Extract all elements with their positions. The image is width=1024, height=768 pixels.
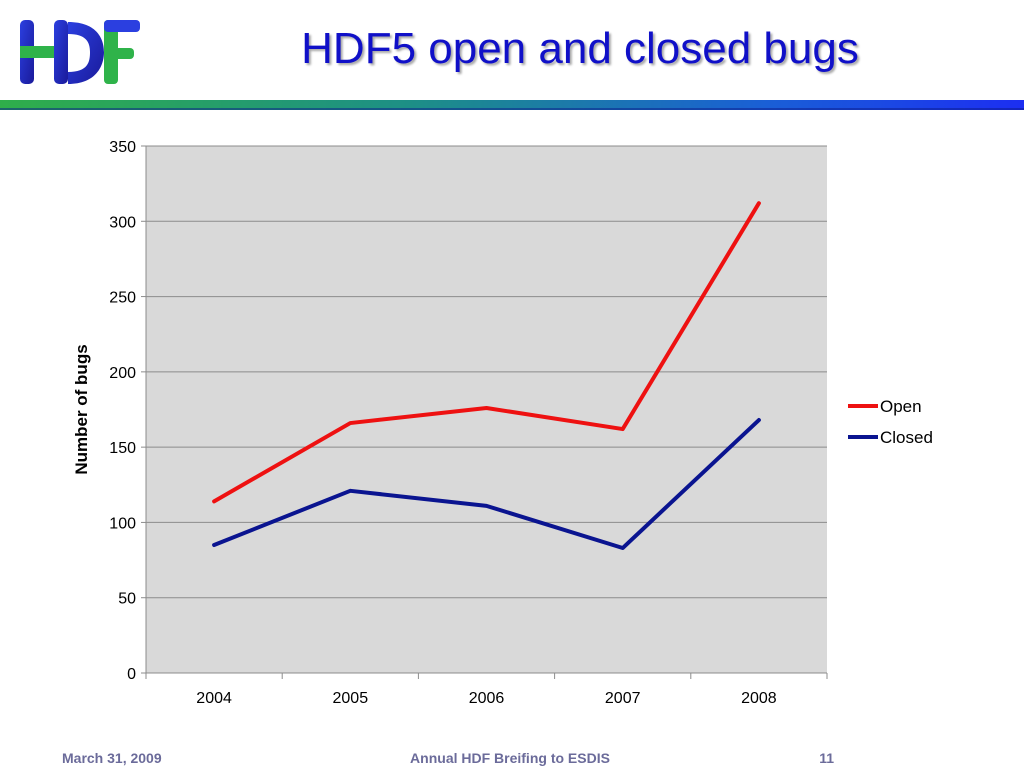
y-tick-label: 350 [109, 139, 136, 156]
y-tick-label: 300 [109, 214, 136, 231]
series-line-closed [212, 418, 761, 551]
x-tick-label: 2004 [196, 690, 232, 707]
footer-page-number: 11 [819, 750, 834, 766]
x-tick-label: 2006 [469, 690, 505, 707]
hdf-logo-icon [20, 20, 140, 84]
footer-date: March 31, 2009 [62, 750, 162, 766]
y-tick-label: 250 [109, 290, 136, 307]
y-tick-label: 0 [127, 666, 136, 683]
y-tick-label: 100 [109, 515, 136, 532]
y-tick-label: 50 [118, 591, 136, 608]
x-tick-label: 2005 [333, 690, 369, 707]
y-axis-label: Number of bugs [72, 344, 91, 474]
legend-label-closed: Closed [880, 428, 933, 447]
legend-label-open: Open [880, 397, 922, 416]
x-tick-label: 2008 [741, 690, 777, 707]
series-line-open [212, 201, 761, 504]
title-divider [0, 100, 1024, 110]
line-chart: 0 50 100 150 200 250 300 350 2004 2005 2006 2007 200… [72, 139, 933, 707]
y-tick-label: 200 [109, 365, 136, 382]
y-tick-label: 150 [109, 440, 136, 457]
footer-presentation-title: Annual HDF Breifing to ESDIS [410, 750, 610, 766]
title-divider-shadow [0, 108, 1024, 110]
x-tick-label: 2007 [605, 690, 641, 707]
slide-title: HDF5 open and closed bugs [301, 24, 859, 73]
